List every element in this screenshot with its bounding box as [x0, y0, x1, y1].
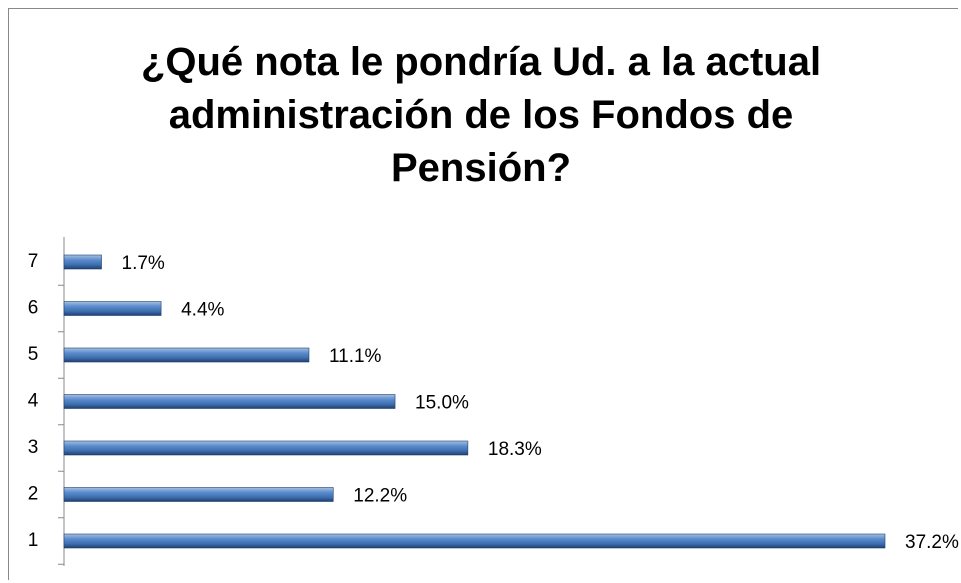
data-label: 12.2%	[353, 486, 407, 507]
y-tick-label: 3	[28, 437, 39, 458]
bar	[63, 440, 469, 456]
y-tick-label: 4	[28, 391, 39, 412]
y-tick-label: 6	[28, 298, 39, 319]
bar	[63, 533, 886, 549]
bar	[63, 347, 310, 363]
data-label: 11.1%	[329, 346, 382, 367]
bar	[63, 254, 102, 270]
data-label: 1.7%	[122, 253, 165, 274]
y-tick-label: 2	[28, 484, 39, 505]
y-tick-label: 7	[28, 251, 39, 272]
data-label: 18.3%	[488, 439, 542, 460]
bar	[63, 394, 396, 409]
y-tick-label: 5	[28, 344, 39, 365]
chart-frame	[8, 8, 958, 580]
bar	[63, 487, 334, 502]
data-label: 15.0%	[415, 393, 469, 414]
bar	[63, 301, 162, 316]
data-label: 4.4%	[181, 300, 224, 321]
y-tick-label: 1	[28, 530, 39, 551]
chart-title: ¿Qué nota le pondría Ud. a la actual adm…	[140, 40, 822, 190]
data-label: 37.2%	[905, 532, 959, 553]
